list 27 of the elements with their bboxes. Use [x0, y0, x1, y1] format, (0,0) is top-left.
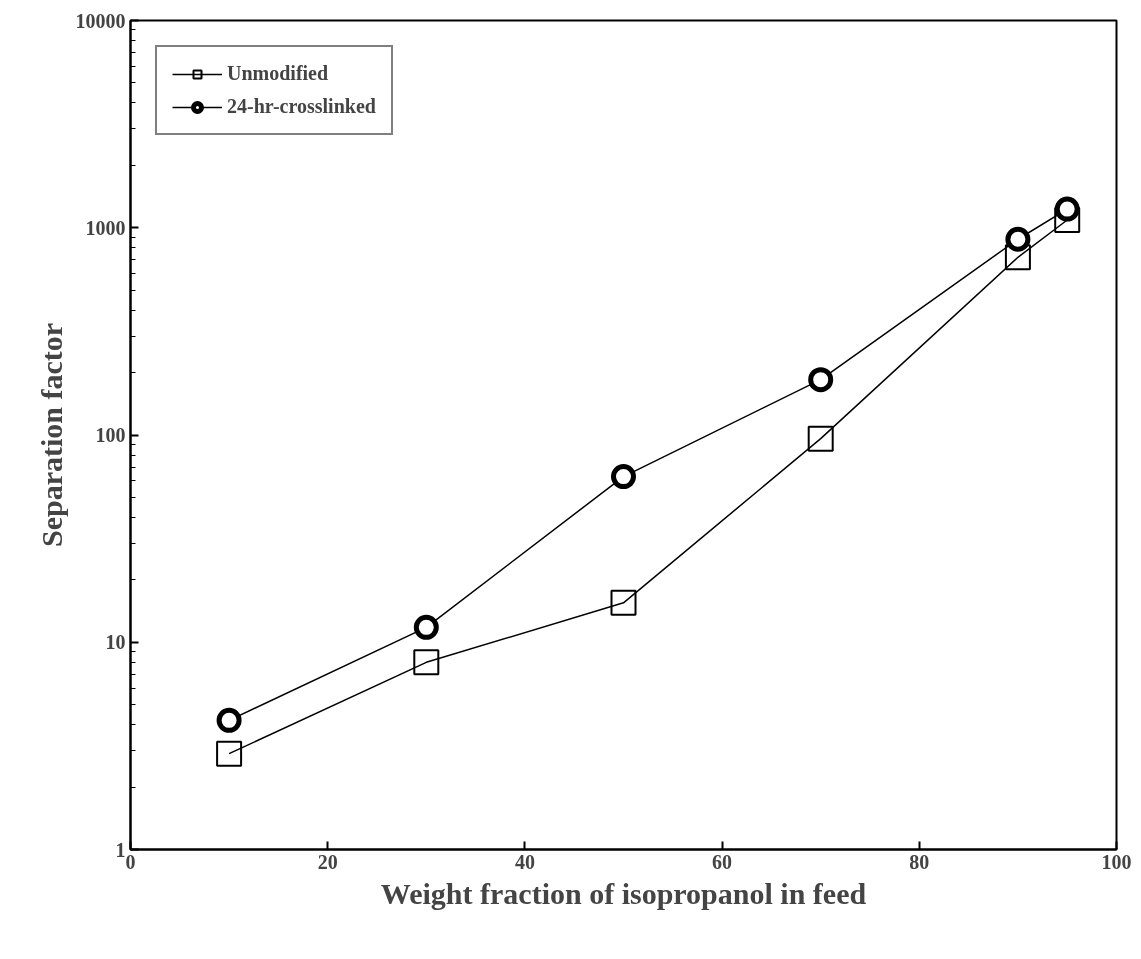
y-tick-label: 100 — [95, 424, 126, 446]
y-tick-label: 10 — [105, 631, 126, 654]
point — [1054, 196, 1080, 222]
x-tick-label: 40 — [514, 850, 535, 873]
x-axis-title: Weight fraction of isopropanol in feed — [380, 876, 867, 910]
y-tick-label: 1 — [115, 838, 126, 861]
y-tick-label: 10000 — [75, 9, 126, 32]
x-tick-label: 80 — [909, 850, 930, 873]
x-tick-label: 60 — [712, 850, 733, 873]
x-tick-label: 20 — [317, 850, 338, 873]
point — [413, 614, 439, 640]
y-axis-title: Separation factor — [34, 322, 68, 548]
point — [216, 740, 243, 767]
x-tick-label: 100 — [1101, 850, 1132, 873]
point — [611, 464, 636, 490]
x-tick-label: 0 — [125, 850, 136, 873]
point — [1004, 244, 1031, 271]
point — [807, 425, 834, 452]
y-tick-label: 1000 — [85, 216, 126, 239]
point — [610, 589, 637, 616]
point — [216, 707, 242, 733]
point — [1005, 226, 1031, 252]
point — [808, 367, 834, 393]
legend-label: Unmodified — [227, 62, 329, 85]
point — [413, 649, 440, 676]
legend-label: 24-hr-crosslinked — [227, 95, 376, 118]
point — [1054, 206, 1081, 233]
